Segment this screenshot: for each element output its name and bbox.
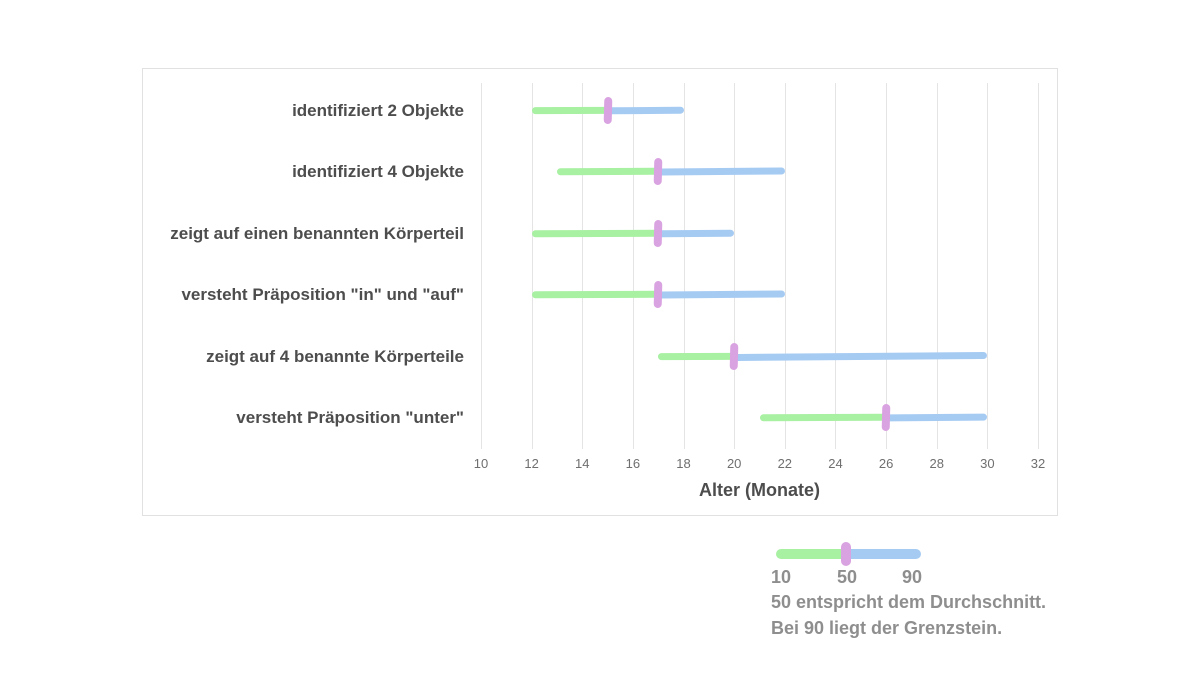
range-bar-before-mean bbox=[759, 413, 887, 422]
x-tick-label: 24 bbox=[828, 456, 843, 471]
milestone-label: identifiziert 4 Objekte bbox=[292, 162, 464, 181]
x-tick-label: 30 bbox=[980, 456, 995, 471]
gridline bbox=[784, 83, 786, 449]
range-bar-after-mean bbox=[658, 229, 735, 238]
legend-scale-10: 10 bbox=[770, 567, 792, 587]
milestone-row: versteht Präposition "in" und "auf" bbox=[143, 279, 1057, 311]
range-bar-before-mean bbox=[556, 167, 659, 176]
range-bar-before-mean bbox=[531, 290, 659, 299]
milestone-range-chart: identifiziert 2 Objekte identifiziert 4 … bbox=[142, 68, 1058, 516]
range-bar-after-mean bbox=[734, 352, 988, 361]
range-bar-after-mean bbox=[658, 167, 785, 176]
range-bar-after-mean bbox=[607, 106, 684, 115]
gridline bbox=[683, 83, 685, 449]
milestone-row: zeigt auf 4 benannte Körperteile bbox=[143, 341, 1057, 373]
gridline bbox=[886, 83, 888, 449]
range-bar-after-mean bbox=[658, 290, 785, 299]
gridline bbox=[987, 83, 989, 449]
milestone-row: versteht Präposition "unter" bbox=[143, 402, 1057, 434]
x-tick-label: 22 bbox=[777, 456, 793, 471]
x-tick-label: 28 bbox=[929, 456, 944, 471]
gridline bbox=[734, 83, 736, 449]
legend: 10 50 90 50 entspricht dem Durchschnitt.… bbox=[765, 538, 1085, 648]
milestone-label: zeigt auf 4 benannte Körperteile bbox=[206, 347, 464, 366]
range-bar-before-mean bbox=[531, 106, 608, 115]
legend-range-after-mean bbox=[846, 549, 921, 559]
milestone-row: identifiziert 2 Objekte bbox=[143, 95, 1057, 127]
mean-marker bbox=[881, 403, 891, 432]
legend-mean-marker bbox=[841, 542, 851, 566]
milestone-row: zeigt auf einen benannten Körperteil bbox=[143, 218, 1057, 250]
range-bar-before-mean bbox=[531, 229, 659, 238]
milestone-row: identifiziert 4 Objekte bbox=[143, 156, 1057, 188]
x-tick-label: 18 bbox=[676, 456, 691, 471]
mean-marker bbox=[603, 96, 612, 125]
gridline bbox=[1038, 83, 1039, 449]
range-bar-after-mean bbox=[886, 413, 988, 422]
gridline bbox=[531, 83, 533, 449]
legend-caption-limit: Bei 90 liegt der Grenzstein. bbox=[771, 618, 1003, 638]
x-tick-label: 10 bbox=[473, 456, 489, 471]
milestone-label: versteht Präposition "unter" bbox=[236, 408, 464, 427]
x-tick-label: 20 bbox=[726, 456, 742, 471]
milestone-label: identifiziert 2 Objekte bbox=[292, 101, 464, 120]
gridline bbox=[936, 83, 938, 449]
milestone-label: versteht Präposition "in" und "auf" bbox=[181, 285, 464, 304]
legend-range-before-mean bbox=[776, 549, 848, 559]
x-tick-label: 12 bbox=[524, 456, 539, 471]
legend-scale-90: 90 bbox=[901, 567, 923, 587]
range-bar-before-mean bbox=[658, 352, 735, 361]
x-tick-label: 16 bbox=[625, 456, 641, 471]
mean-marker bbox=[653, 157, 663, 186]
mean-marker bbox=[653, 219, 663, 248]
gridline bbox=[835, 83, 837, 449]
milestone-label: zeigt auf einen benannten Körperteil bbox=[170, 224, 464, 243]
x-tick-label: 14 bbox=[575, 456, 590, 471]
x-tick-label: 26 bbox=[878, 456, 894, 471]
gridline bbox=[632, 83, 634, 449]
x-tick-label: 32 bbox=[1030, 456, 1046, 471]
legend-scale-50: 50 bbox=[836, 567, 858, 587]
gridline bbox=[582, 83, 584, 449]
mean-marker bbox=[729, 342, 739, 371]
x-axis-title: Alter (Monate) bbox=[699, 480, 820, 500]
legend-caption-average: 50 entspricht dem Durchschnitt. bbox=[771, 592, 1047, 612]
mean-marker bbox=[653, 280, 663, 309]
gridline bbox=[481, 83, 482, 449]
